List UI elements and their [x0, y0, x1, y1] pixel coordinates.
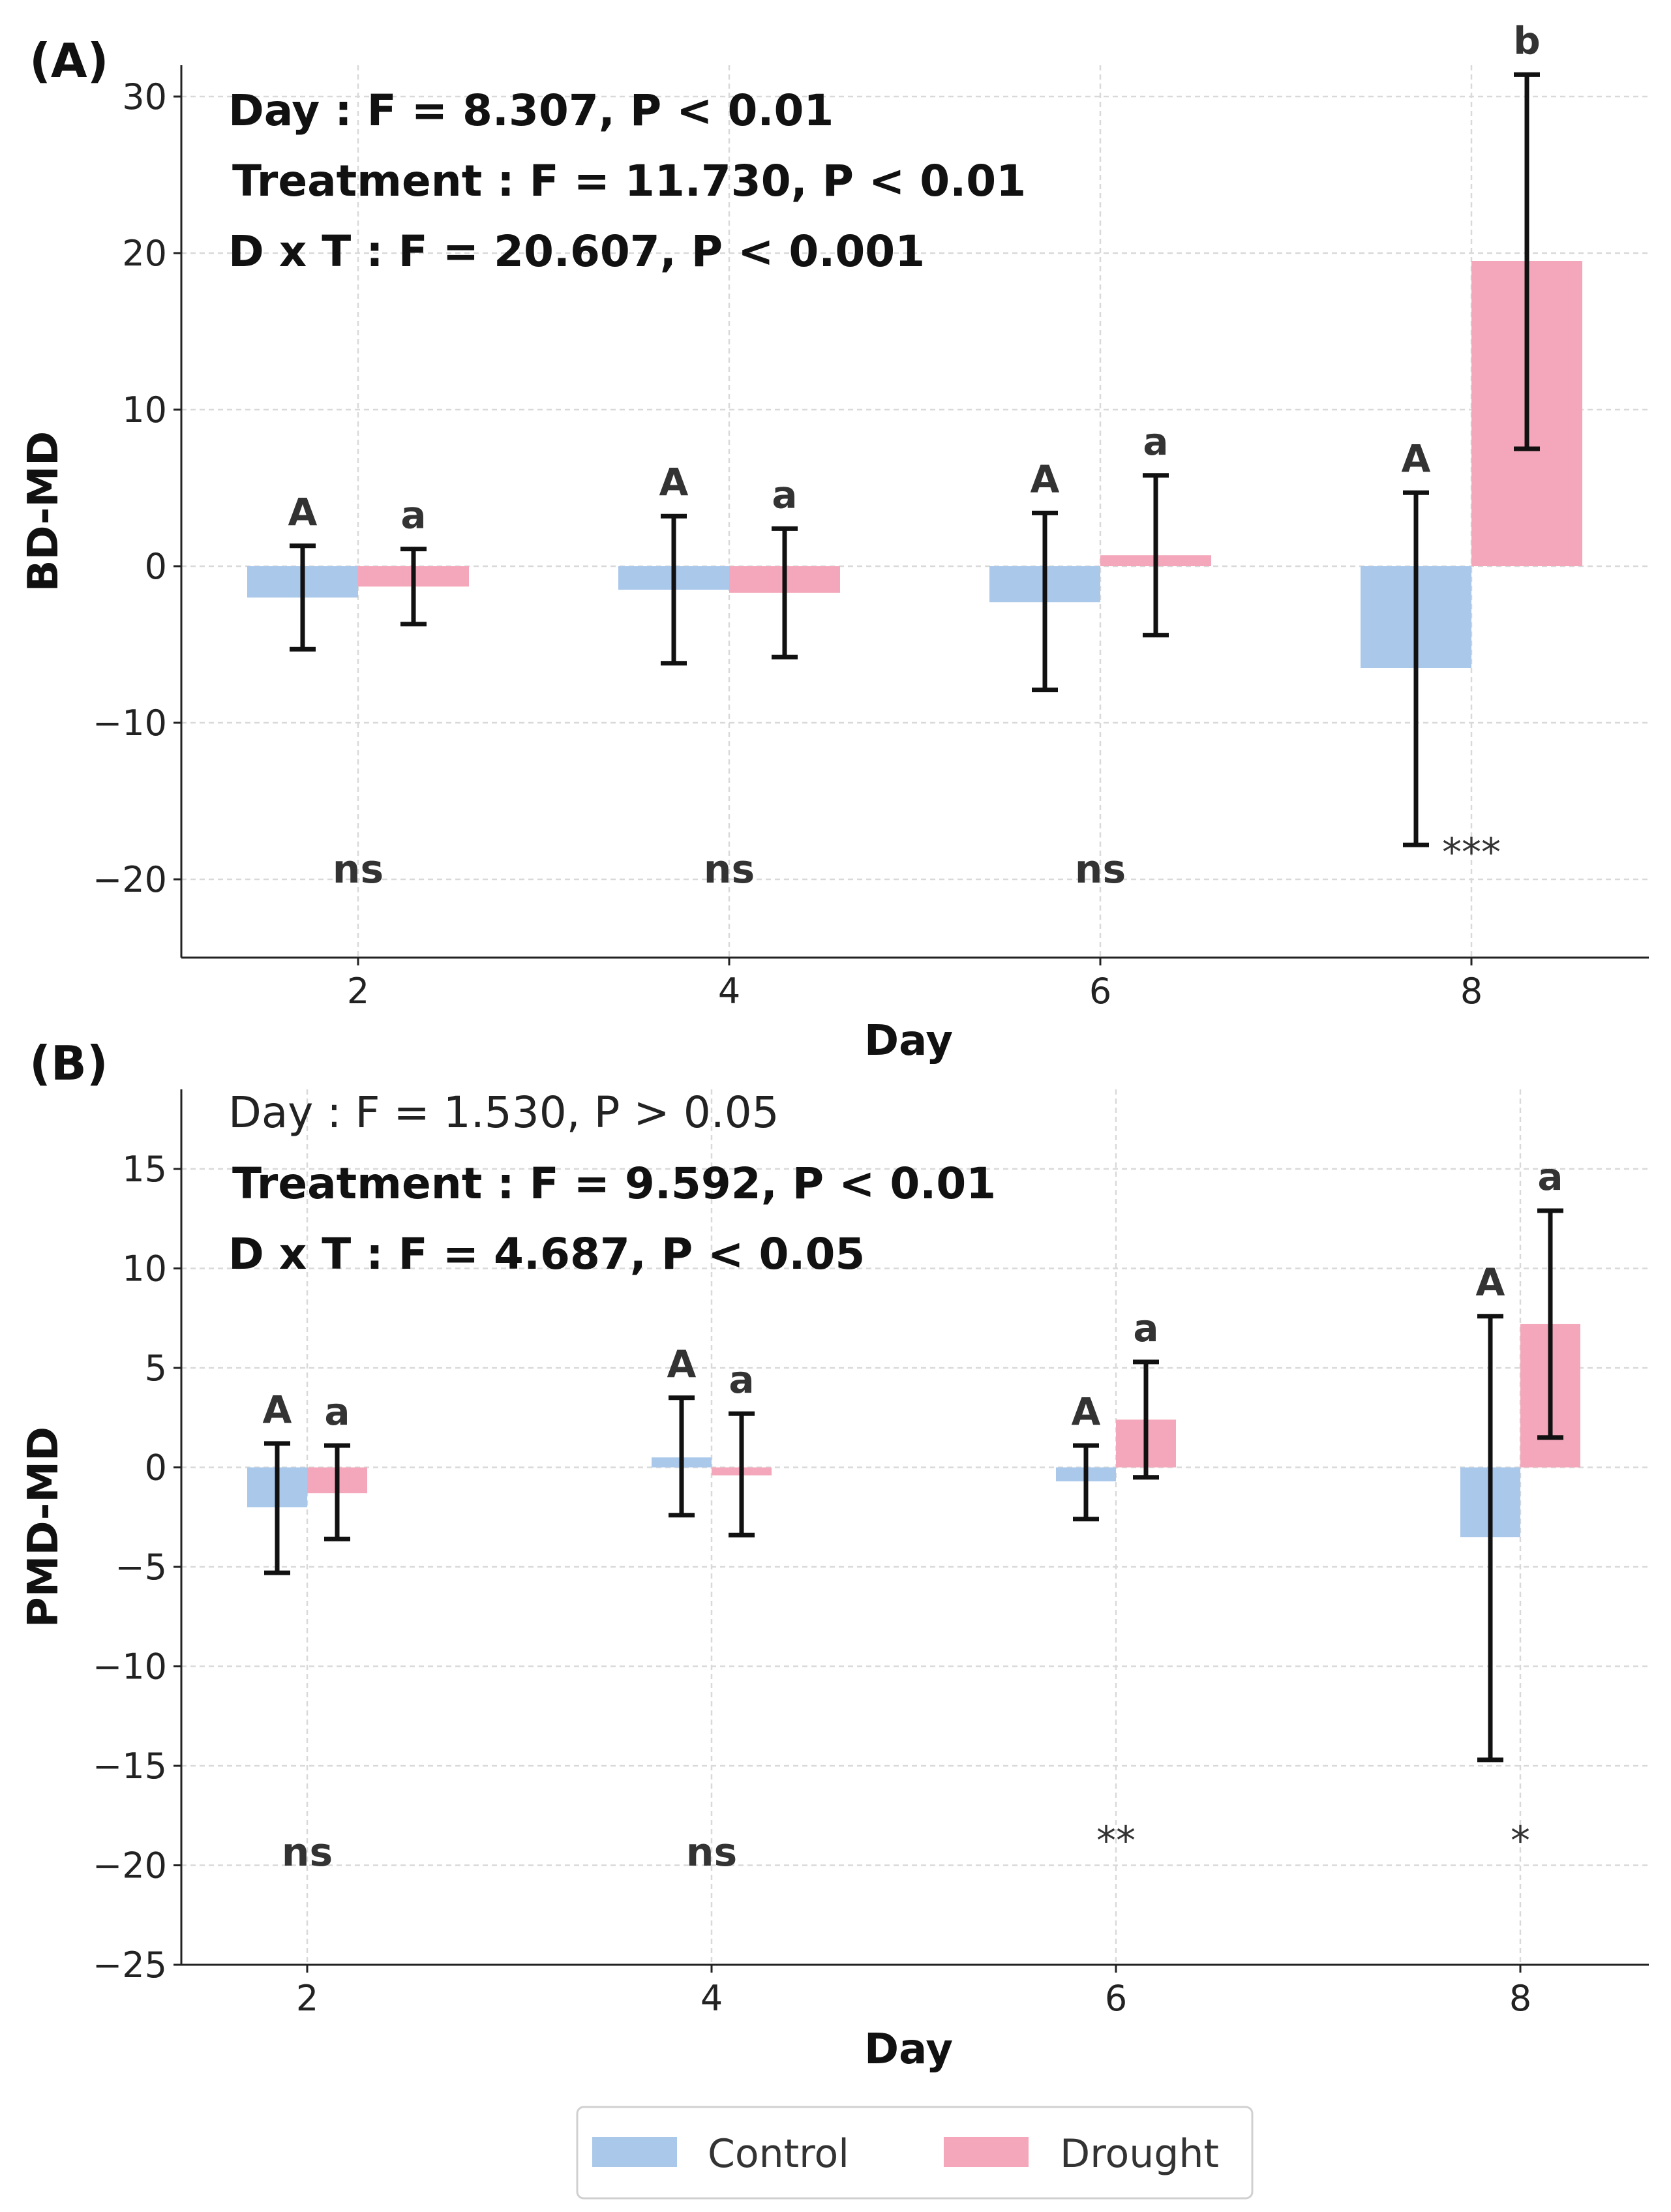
anova-stat-line: D x T : F = 20.607, P < 0.001	[228, 226, 925, 277]
y-tick-label: −15	[93, 1746, 167, 1787]
group-letter: A	[1072, 1389, 1101, 1434]
x-axis-label: Day	[864, 1017, 953, 1065]
group-letter: a	[1537, 1155, 1563, 1199]
x-tick-label: 4	[718, 971, 740, 1012]
anova-stat-line: Day : F = 1.530, P > 0.05	[228, 1087, 779, 1138]
y-axis-label: PMD-MD	[20, 1427, 68, 1628]
y-tick-label: −20	[93, 1845, 167, 1886]
legend-box	[576, 2106, 1254, 2200]
group-letter: a	[729, 1357, 754, 1402]
group-letter: A	[1031, 457, 1060, 501]
panel-label: (A)	[29, 33, 109, 88]
legend-label-control: Control	[708, 2131, 849, 2177]
y-tick-label: 0	[145, 1447, 167, 1489]
significance-label: ns	[333, 847, 384, 892]
group-letter: A	[667, 1342, 697, 1386]
group-letter: b	[1513, 18, 1541, 63]
x-tick-label: 6	[1089, 971, 1111, 1012]
y-tick-label: 5	[145, 1348, 167, 1389]
group-letter: A	[1476, 1260, 1505, 1305]
anova-stat-line: D x T : F = 4.687, P < 0.05	[228, 1229, 865, 1279]
legend-swatch-control	[592, 2137, 677, 2167]
group-letter: a	[1133, 1306, 1158, 1350]
significance-label: ns	[686, 1830, 737, 1875]
x-tick-label: 2	[347, 971, 369, 1012]
group-letter: A	[263, 1387, 292, 1432]
panel-label: (B)	[29, 1036, 108, 1091]
y-tick-label: −10	[93, 1646, 167, 1688]
significance-label: ns	[282, 1830, 333, 1875]
x-tick-label: 4	[700, 1978, 723, 2019]
group-letter: A	[1402, 436, 1431, 481]
anova-stat-line: Day : F = 8.307, P < 0.01	[228, 85, 834, 136]
legend-swatch-drought	[944, 2137, 1029, 2167]
x-tick-label: 2	[296, 1978, 318, 2019]
legend-label-drought: Drought	[1060, 2131, 1219, 2177]
x-tick-label: 6	[1105, 1978, 1127, 2019]
y-tick-label: 15	[122, 1149, 167, 1190]
significance-label: ns	[1075, 847, 1126, 892]
group-letter: a	[772, 472, 797, 517]
y-tick-label: 30	[122, 76, 167, 117]
y-tick-label: 10	[122, 1249, 167, 1290]
group-letter: a	[400, 493, 426, 538]
anova-stat-line: Treatment : F = 11.730, P < 0.01	[232, 156, 1026, 206]
y-axis-label: BD-MD	[20, 431, 68, 592]
panel-a: A A A Aa a a b 30 20 10 0 −10 −20 2 4 6 8 ns ns ns *** Day : …	[20, 18, 1649, 1065]
x-tick-label: 8	[1460, 971, 1483, 1012]
legend: Control Drought	[576, 2106, 1254, 2200]
significance-label: *	[1511, 1818, 1530, 1864]
x-tick-label: 8	[1509, 1978, 1531, 2019]
y-tick-label: 10	[122, 389, 167, 431]
y-tick-label: −5	[115, 1547, 167, 1588]
significance-label: ns	[704, 847, 755, 892]
significance-label: **	[1096, 1818, 1136, 1864]
anova-stat-line: Treatment : F = 9.592, P < 0.01	[232, 1159, 996, 1209]
x-axis-label: Day	[864, 2025, 953, 2074]
y-tick-label: −10	[93, 703, 167, 744]
group-letter: a	[1143, 419, 1168, 464]
y-tick-label: 0	[145, 546, 167, 587]
y-tick-label: −20	[93, 859, 167, 900]
y-tick-label: −25	[93, 1945, 167, 1986]
group-letter: A	[288, 490, 318, 534]
group-letter: a	[324, 1389, 350, 1434]
group-letter: A	[659, 460, 689, 504]
y-tick-label: 20	[122, 233, 167, 274]
significance-label: ***	[1442, 830, 1501, 875]
